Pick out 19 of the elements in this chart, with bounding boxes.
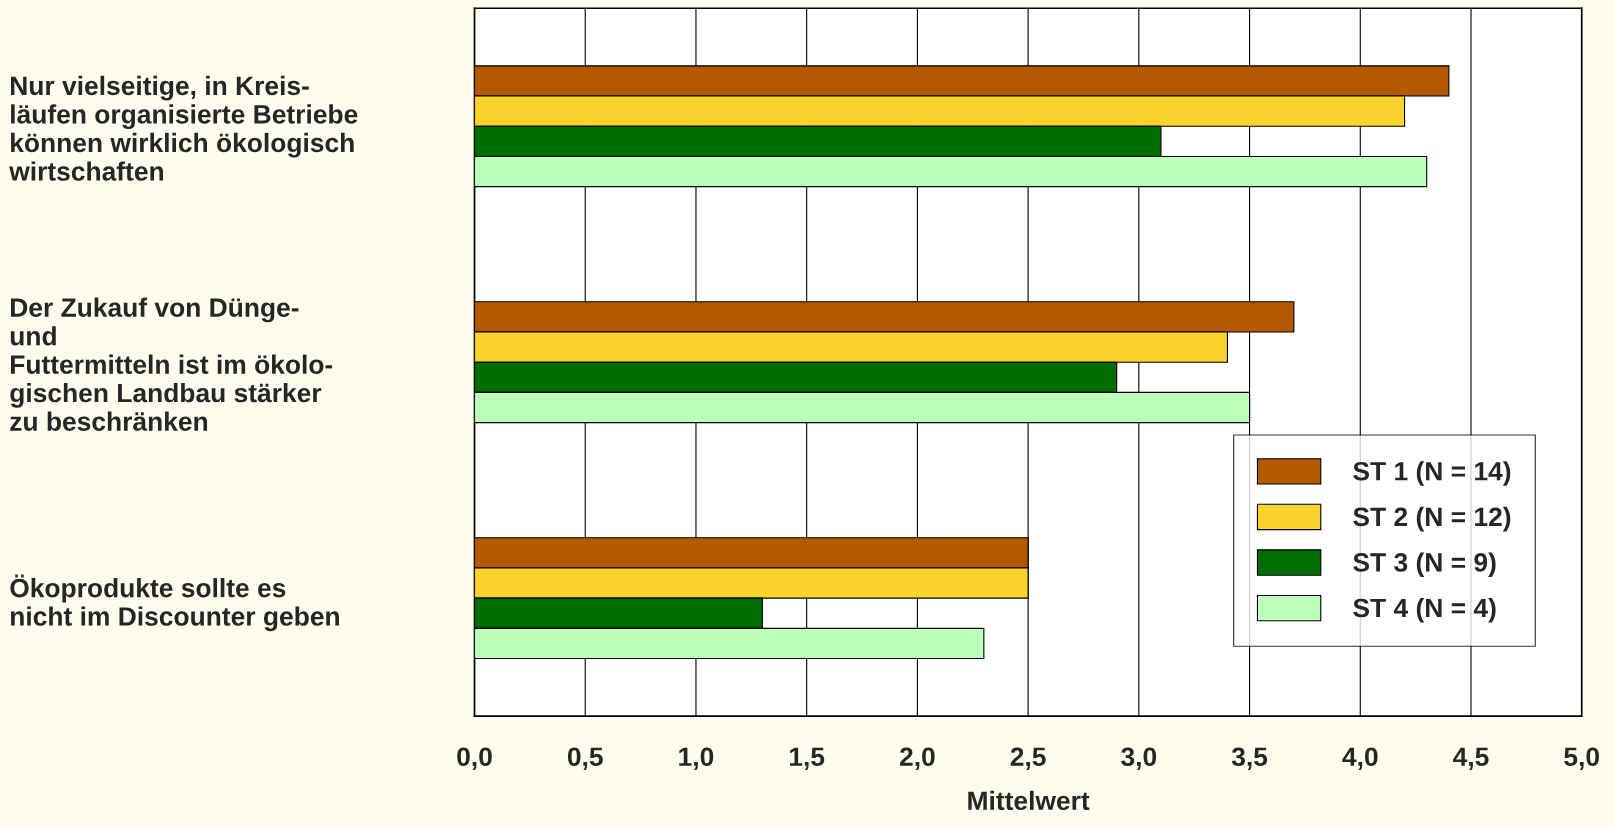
x-tick-label: 1,0	[679, 747, 714, 770]
legend-label: ST 2 (N = 12)	[1353, 506, 1511, 532]
x-tick-label: 2,5	[1010, 747, 1046, 770]
legend-label: ST 1 (N = 14)	[1353, 461, 1511, 486]
y-tick-label: Nur vielseitige, in Kreis- läufen organisierte Betriebe können wirklich ökologisch wirtschaften	[9, 75, 358, 181]
x-tick-label: 0,5	[567, 747, 603, 770]
x-tick-label: 3,0	[1121, 747, 1157, 770]
x-axis-title: Mittelwert	[968, 790, 1090, 811]
y-tick-label: Der Zukauf von Dünge- und Futtermitteln ist im ökolo- gischen Landbau stärker zu beschränken	[10, 297, 333, 431]
x-tick-label: 4,0	[1342, 747, 1378, 770]
y-tick-label: Ökoprodukte sollte es nicht im Discounter geben	[10, 574, 339, 632]
legend-label: ST 3 (N = 9)	[1353, 552, 1496, 577]
x-tick-label: 0,0	[457, 747, 492, 770]
legend-label: ST 4 (N = 4)	[1353, 597, 1496, 623]
x-tick-label: 3,5	[1231, 747, 1268, 770]
x-tick-label: 1,5	[790, 747, 825, 770]
x-tick-label: 4,5	[1453, 747, 1489, 770]
x-tick-label: 5,0	[1564, 747, 1599, 770]
x-tick-label: 2,0	[899, 747, 935, 770]
